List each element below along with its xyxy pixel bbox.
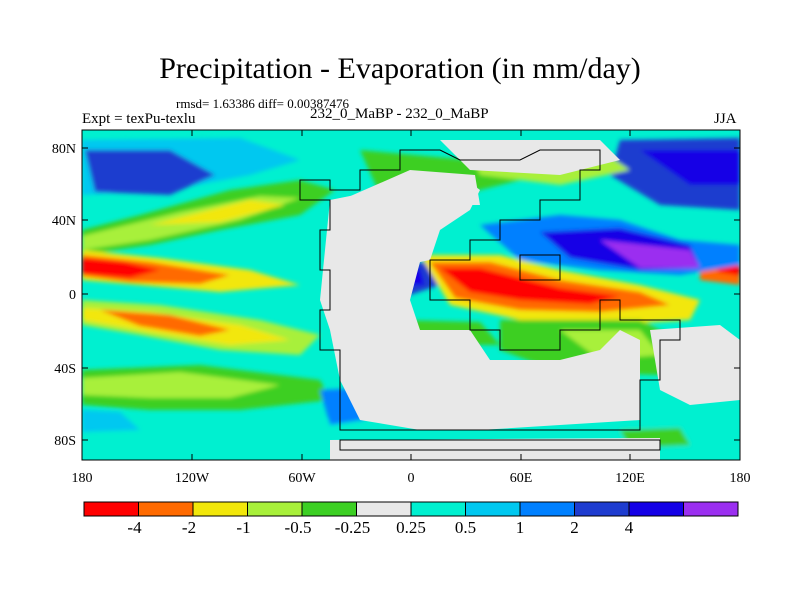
longitude-axis: 180 120W 60W 0 60E 120E 180 xyxy=(72,130,751,486)
latitude-axis: 80N 40N 0 40S 80S xyxy=(52,142,740,449)
colorbar-label: 4 xyxy=(625,518,634,537)
colorbar-label: -2 xyxy=(182,518,196,537)
colorbar-swatch xyxy=(83,501,139,517)
colorbar-swatch xyxy=(465,501,521,517)
colorbar-swatch xyxy=(192,501,248,517)
season-label: JJA xyxy=(714,111,737,127)
lon-tick-label: 120W xyxy=(175,471,210,486)
colorbar-swatch xyxy=(410,501,466,517)
colorbar-swatch xyxy=(519,501,575,517)
colorbar-swatch xyxy=(356,501,412,517)
lon-tick-label: 60W xyxy=(288,471,316,486)
period-label: 232_0_MaBP - 232_0_MaBP xyxy=(310,106,489,122)
map-field xyxy=(82,130,740,460)
colorbar-label: 1 xyxy=(516,518,525,537)
colorbar-label: -1 xyxy=(236,518,250,537)
lon-tick-label: 0 xyxy=(408,471,415,486)
lat-tick-label: 40S xyxy=(54,362,76,377)
map-title: Precipitation - Evaporation (in mm/day) xyxy=(159,52,641,85)
colorbar-label: 0.25 xyxy=(396,518,426,537)
lat-tick-label: 0 xyxy=(69,288,76,303)
lat-tick-label: 80S xyxy=(54,434,76,449)
lat-tick-label: 40N xyxy=(52,214,76,229)
lon-tick-label: 60E xyxy=(510,471,533,486)
colorbar-label: -4 xyxy=(127,518,142,537)
lon-tick-label: 120E xyxy=(615,471,645,486)
colorbar-swatch xyxy=(247,501,303,517)
colorbar-label: -0.25 xyxy=(335,518,370,537)
colorbar-swatch xyxy=(138,501,194,517)
lat-tick-label: 80N xyxy=(52,142,76,157)
lon-tick-label: 180 xyxy=(730,471,751,486)
colorbar-swatch xyxy=(301,501,357,517)
colorbar-label: -0.5 xyxy=(285,518,312,537)
colorbar-swatch xyxy=(574,501,630,517)
colorbar-label: 0.5 xyxy=(455,518,476,537)
stats-label: rmsd= 1.63386 diff= 0.00387476 xyxy=(176,96,349,111)
lon-tick-label: 180 xyxy=(72,471,93,486)
colorbar-swatch xyxy=(628,501,684,517)
colorbar-labels: -4 -2 -1 -0.5 -0.25 0.25 0.5 1 2 4 xyxy=(127,518,633,537)
colorbar-label: 2 xyxy=(570,518,579,537)
experiment-label: Expt = texPu-texlu xyxy=(82,111,196,127)
colorbar-swatch xyxy=(683,501,739,517)
colorbar xyxy=(83,501,739,517)
